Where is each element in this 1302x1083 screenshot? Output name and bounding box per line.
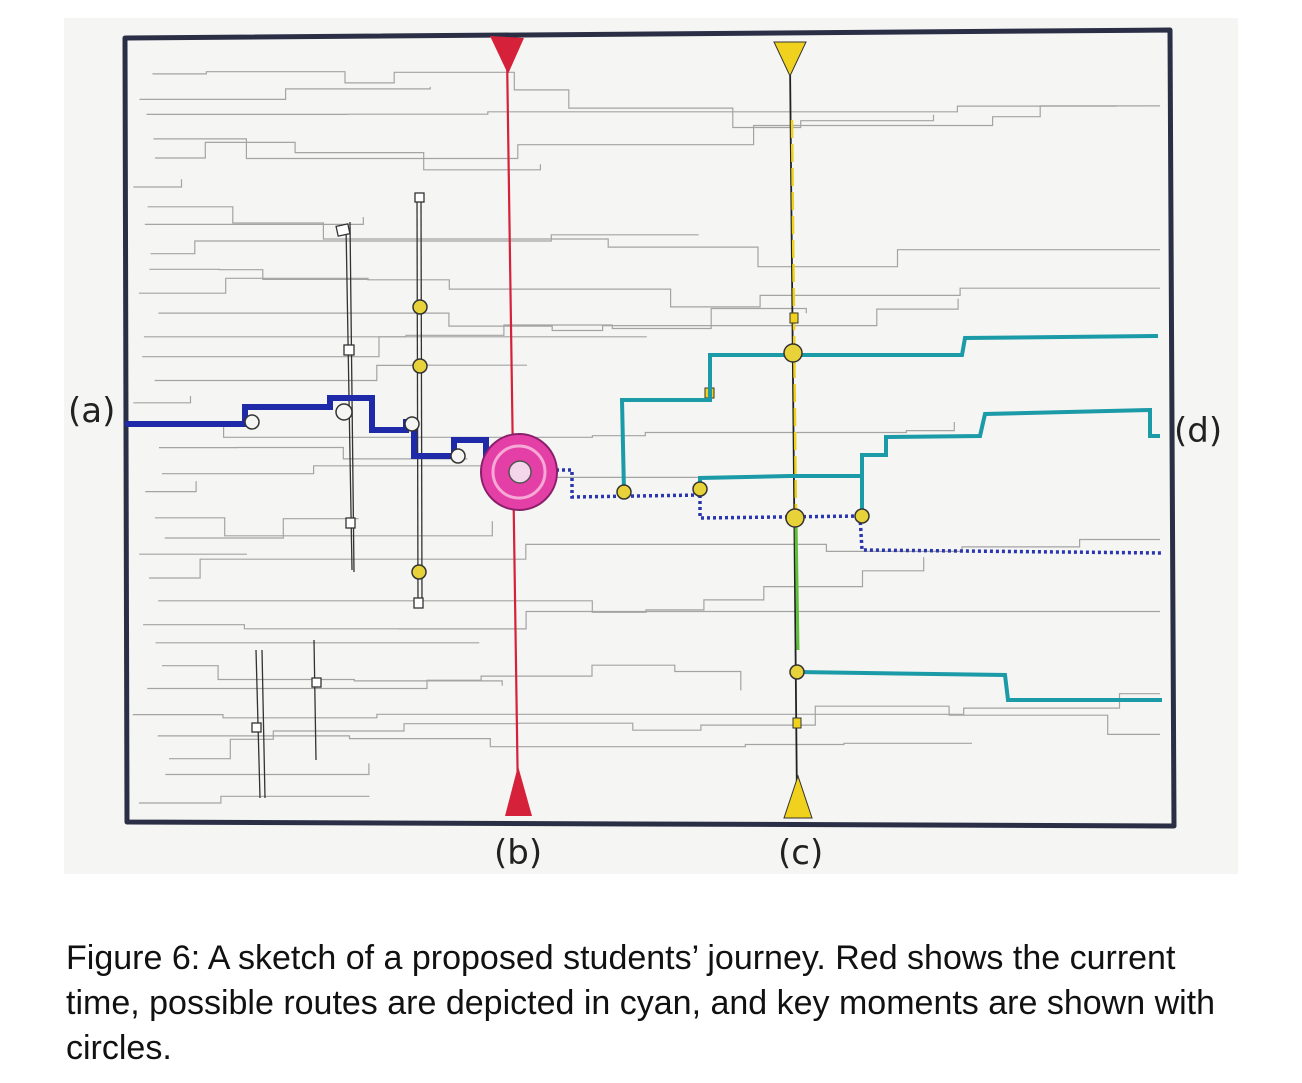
key-moment-circle: [412, 299, 428, 315]
background-step-line: [133, 396, 192, 404]
key-moment-circle: [335, 403, 353, 421]
background-step-line: [139, 86, 431, 100]
background-step-line: [143, 610, 1160, 630]
background-step-line: [154, 364, 527, 382]
background-step-line: [158, 298, 959, 332]
background-step-line: [162, 665, 503, 686]
background-step-line: [145, 481, 197, 493]
background-step-line: [149, 538, 1160, 579]
background-step-line: [161, 465, 769, 478]
label-d: (d): [1174, 411, 1223, 451]
future-square-marker: [792, 717, 802, 729]
background-step-line: [147, 664, 742, 691]
current-position-marker: [480, 433, 558, 511]
background-step-line: [150, 234, 699, 255]
possible-routes: [619, 334, 1162, 702]
background-step-line: [152, 71, 935, 129]
key-moment-circle: [244, 414, 260, 430]
sketch-frame: [122, 27, 1177, 829]
background-step-line: [169, 705, 1160, 760]
background-step-line: [154, 517, 493, 537]
current-time-bottom-marker: [505, 766, 532, 816]
background-step-line: [155, 141, 541, 171]
background-step-line: [164, 518, 359, 539]
key-moment-circle: [785, 508, 805, 528]
background-step-line: [138, 277, 1160, 308]
background-step-line: [134, 422, 955, 438]
future-time-line: [704, 41, 813, 819]
key-moment-circles: [244, 299, 870, 680]
background-step-line: [144, 217, 364, 225]
background-step-line: [133, 179, 183, 188]
future-time-top-marker: [773, 41, 807, 78]
key-moment-circle: [854, 508, 870, 524]
key-moment-circle: [412, 358, 428, 374]
background-step-line: [165, 763, 370, 776]
past-milestone-lines: [255, 195, 423, 799]
future-square-marker: [789, 312, 799, 324]
figure-caption: Figure 6: A sketch of a proposed student…: [66, 939, 1216, 1067]
background-step-line: [157, 735, 972, 748]
journey-sketch: [122, 27, 1177, 829]
key-moment-circle: [616, 484, 632, 500]
background-step-line: [147, 206, 1160, 268]
label-a: (a): [68, 391, 116, 431]
background-step-line: [153, 105, 1160, 160]
background-step-line: [132, 693, 1160, 719]
key-moment-circle: [411, 564, 427, 580]
background-step-line: [138, 795, 370, 804]
key-moment-circle: [404, 416, 420, 432]
current-time-line: [490, 36, 532, 816]
background-step-line: [142, 336, 647, 358]
dotted-routes: [556, 468, 1163, 555]
small-square-markers: [251, 192, 425, 733]
background-step-line: [149, 268, 370, 280]
label-c: (c): [778, 833, 824, 873]
label-b: (b): [494, 833, 543, 873]
key-moment-circle: [450, 448, 466, 464]
background-step-line: [158, 557, 925, 613]
background-step-line: [159, 446, 468, 460]
key-moment-circle: [692, 481, 708, 497]
key-moment-circle: [789, 664, 805, 680]
background-step-line: [146, 105, 1117, 115]
background-grid-lines: [132, 71, 1160, 804]
key-moment-circle: [783, 343, 803, 363]
current-time-top-marker: [490, 36, 524, 74]
future-time-bottom-marker: [783, 774, 813, 819]
